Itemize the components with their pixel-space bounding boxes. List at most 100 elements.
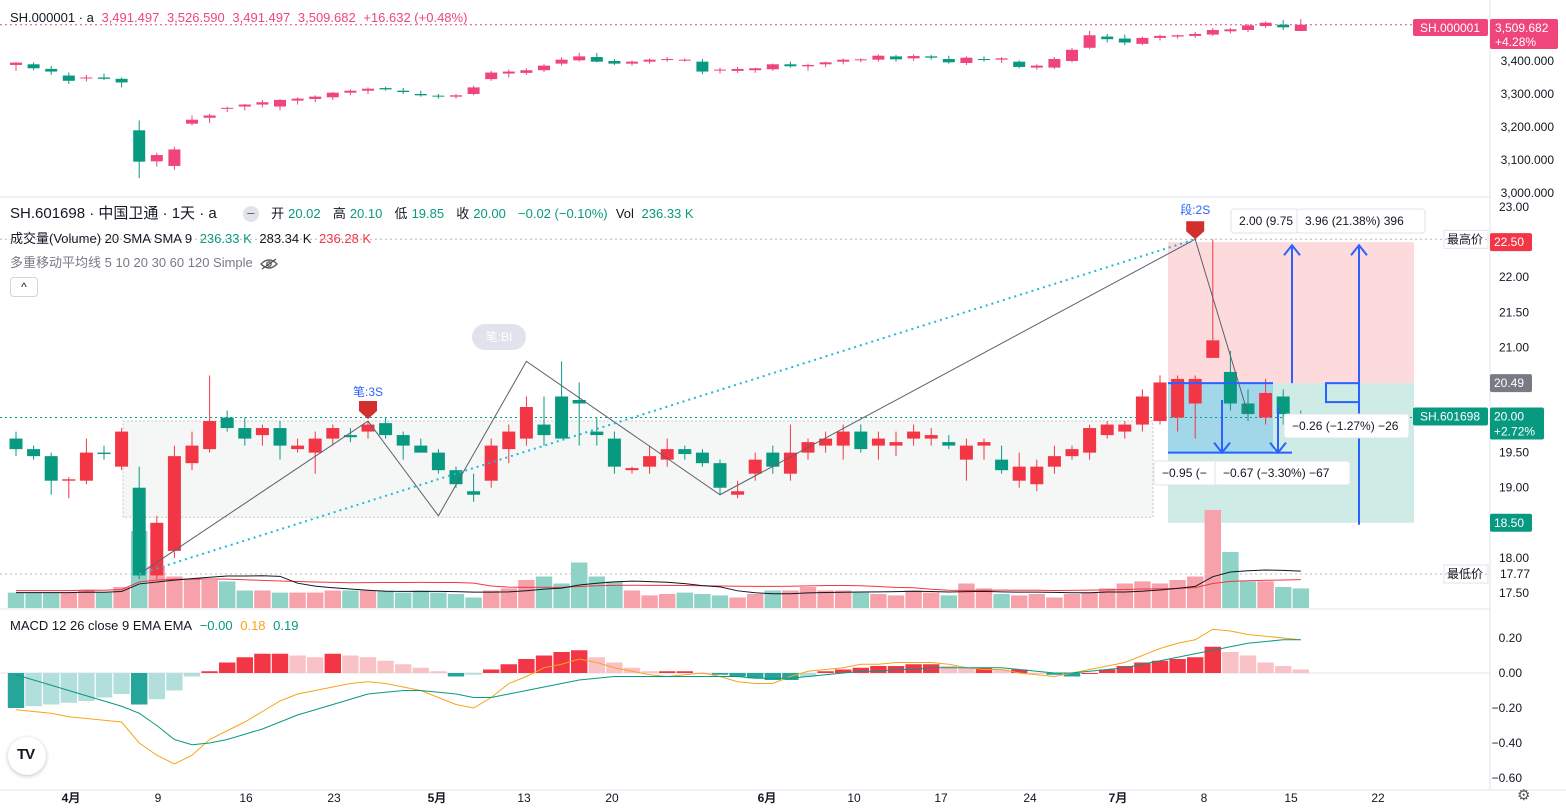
volume-bar (1063, 594, 1081, 608)
index-candle (1294, 24, 1307, 31)
volume-bar (535, 576, 553, 608)
volume-bar (1046, 597, 1063, 608)
volume-bar (641, 595, 658, 608)
gear-icon[interactable]: ⚙ (1517, 787, 1531, 804)
index-candle (1136, 37, 1149, 44)
volume-bar (1134, 581, 1151, 608)
tradingview-logo[interactable]: TV (8, 737, 46, 775)
index-candle (186, 119, 198, 124)
volume-bar (1257, 581, 1274, 608)
volume-bar (729, 597, 746, 608)
stock-candle (660, 449, 674, 460)
index-candle (942, 59, 955, 63)
macd-histogram-bar (447, 673, 465, 677)
ma-legend: 多重移动平均线 5 10 20 30 60 120 Simple (10, 255, 282, 271)
macd-histogram-bar (342, 655, 359, 673)
stock-symbol[interactable]: SH.601698 · 中国卫通 · 1天 · a (10, 205, 217, 222)
index-candle (925, 56, 938, 58)
macd-histogram-bar (1099, 669, 1116, 673)
index-symbol[interactable]: SH.000001 · a (10, 10, 94, 25)
stock-candle (907, 431, 921, 439)
time-axis-label: 4月 (62, 791, 81, 805)
stock-candle (942, 442, 956, 446)
legend-dot-icon[interactable]: – (242, 206, 259, 223)
macd-histogram-bar (324, 653, 341, 673)
volume-bar (430, 592, 447, 608)
volume-bar (870, 594, 887, 608)
time-axis-label: 13 (517, 791, 531, 805)
stock-candle (1171, 378, 1185, 418)
stock-candle (1047, 456, 1061, 467)
index-legend: SH.000001 · a 3,491.497 3,526.590 3,491.… (10, 10, 471, 26)
bi-bubble (472, 324, 526, 350)
stock-candle (1065, 449, 1079, 457)
stock-candle (308, 438, 322, 453)
duan-2s-label: 段:2S (1180, 202, 1210, 217)
volume-bar (307, 592, 324, 608)
index-candle (291, 98, 304, 101)
volume-bar (254, 590, 271, 608)
stock-axis-label: 22.00 (1499, 270, 1529, 284)
high-price-tag: 最高价 (1447, 231, 1483, 246)
close-label: 收 (456, 206, 470, 221)
high-price-tag-box (1443, 229, 1489, 249)
index-candle (555, 59, 568, 64)
index-candle (819, 62, 832, 65)
stock-candle (1206, 340, 1220, 358)
macd-histogram-bar (1063, 673, 1081, 677)
low-value: 19.85 (411, 206, 445, 221)
volume-bar (852, 592, 869, 608)
time-axis-label: 22 (1371, 791, 1385, 805)
macd-histogram-bar (500, 664, 517, 673)
index-symbol-badge (1413, 19, 1488, 36)
volume-bar (166, 576, 183, 608)
volume-bar (25, 592, 42, 608)
macd-histogram-bar (60, 673, 77, 703)
index-candle (309, 96, 322, 99)
macd-histogram-bar (1257, 662, 1274, 673)
stock-candle (695, 452, 709, 464)
macd-histogram-bar (148, 673, 165, 700)
stock-price-badge-text: 20.00 (1494, 410, 1524, 424)
index-candle (432, 95, 445, 97)
index-candle (1206, 29, 1219, 35)
volume-bar (113, 587, 130, 608)
stock-candle (185, 445, 199, 464)
macd-histogram-bar (377, 660, 394, 673)
macd-histogram-bar (219, 662, 236, 673)
volume-bar (993, 594, 1010, 608)
stock-axis-label: 23.00 (1499, 200, 1529, 214)
index-candle (1118, 38, 1131, 43)
index-axis-label: 3,200.000 (1501, 120, 1555, 134)
volume-value-1: 236.33 K (199, 231, 252, 246)
volume-bar (553, 583, 570, 608)
index-candle (661, 59, 674, 61)
stock-candle (590, 431, 604, 436)
macd-legend-title[interactable]: MACD 12 26 close 9 EMA EMA (10, 618, 193, 633)
stock-candle (748, 459, 762, 474)
index-candle (168, 149, 181, 166)
volume-legend-title[interactable]: 成交量(Volume) 20 SMA SMA 9 (10, 231, 193, 246)
volume-bar (1081, 592, 1098, 608)
stock-candle (1030, 466, 1044, 485)
ma-legend-title[interactable]: 多重移动平均线 5 10 20 30 60 120 Simple (10, 255, 253, 270)
index-price-badge-text: 3,509.682 (1495, 21, 1549, 35)
collapse-button[interactable]: ^ (10, 277, 38, 297)
stock-axis-label: 21.50 (1499, 305, 1529, 319)
index-price-badge (1490, 19, 1558, 49)
volume-bar (1011, 595, 1028, 608)
stock-candle (607, 438, 621, 467)
hidden-eye-icon[interactable] (260, 258, 279, 270)
index-candle (379, 88, 392, 90)
macd-histogram-bar (641, 671, 658, 673)
index-candle (978, 59, 990, 61)
low-price-tag-box (1443, 564, 1489, 584)
index-candle (643, 59, 656, 62)
volume-bar (1099, 588, 1116, 608)
index-close: 3,509.682 (297, 10, 356, 25)
index-candle (80, 77, 93, 79)
macd-axis-label: 0.00 (1499, 666, 1523, 680)
macd-histogram-bar (289, 655, 306, 673)
volume-bar (95, 592, 113, 608)
